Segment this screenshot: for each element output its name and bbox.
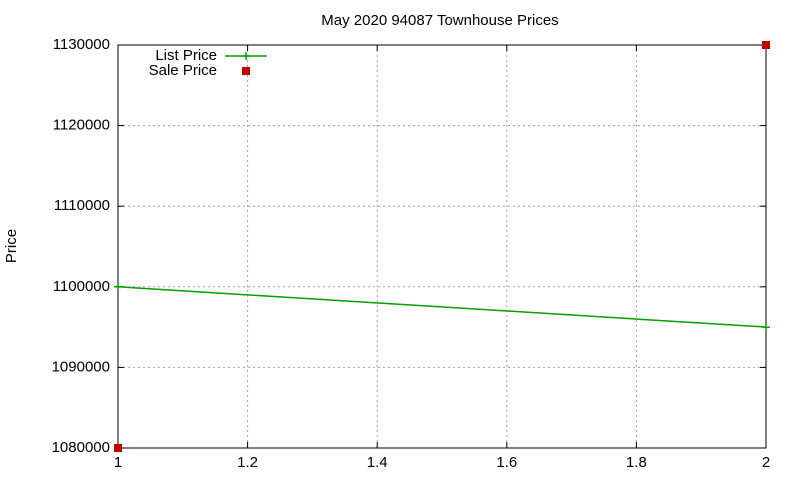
- plot-border: [117, 44, 767, 449]
- x-tick-label: 1: [114, 454, 122, 471]
- series-line: [117, 286, 767, 328]
- x-tick-label: 1.8: [626, 454, 647, 471]
- legend-label: List Price: [155, 47, 217, 64]
- legend-marker: [242, 67, 250, 75]
- y-tick-label: 1130000: [53, 36, 110, 53]
- y-tick-label: 1100000: [53, 278, 110, 295]
- y-tick-label: 1110000: [54, 197, 110, 214]
- y-tick-label: 1090000: [52, 358, 110, 375]
- x-tick-label: 1.2: [237, 454, 258, 471]
- x-tick-label: 1.4: [367, 454, 388, 471]
- y-tick-label: 1080000: [52, 439, 110, 456]
- chart-title: May 2020 94087 Townhouse Prices: [321, 12, 558, 29]
- data-point: [114, 282, 122, 291]
- x-tick-label: 2: [762, 454, 770, 471]
- legend-label: Sale Price: [149, 62, 217, 79]
- y-tick-label: 1120000: [53, 117, 110, 134]
- data-point: [114, 444, 122, 452]
- data-point: [762, 323, 770, 332]
- data-point: [762, 41, 770, 49]
- y-axis-label: Price: [3, 229, 20, 263]
- legend-marker: [242, 52, 250, 60]
- x-tick-label: 1.6: [496, 454, 517, 471]
